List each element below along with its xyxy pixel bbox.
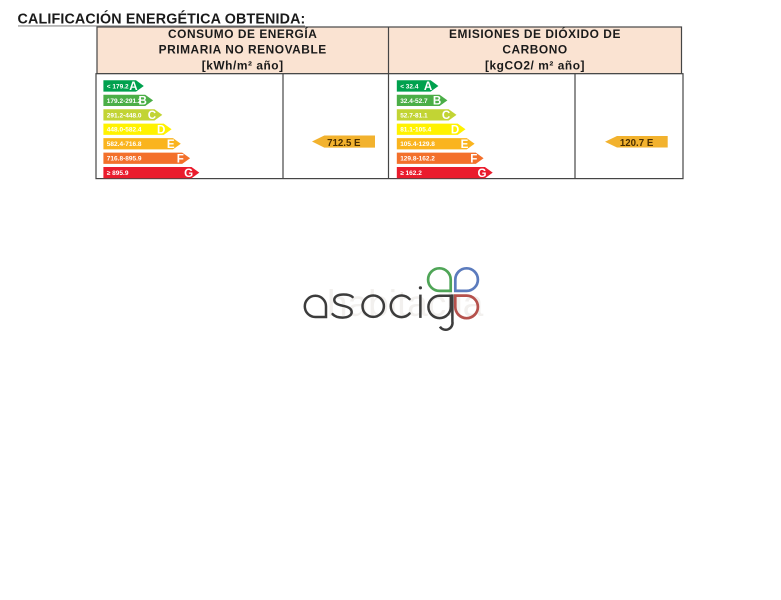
svg-text:712.5 E: 712.5 E	[327, 138, 361, 149]
svg-text:[kWh/m² año]: [kWh/m² año]	[202, 58, 284, 72]
svg-text:A: A	[424, 80, 433, 93]
svg-text:291.2-448.0: 291.2-448.0	[107, 112, 142, 119]
svg-text:448.0-582.4: 448.0-582.4	[107, 127, 142, 134]
svg-text:< 179.2: < 179.2	[107, 83, 129, 90]
svg-text:52.7-81.1: 52.7-81.1	[400, 112, 428, 119]
svg-text:CONSUMO DE ENERGÍA: CONSUMO DE ENERGÍA	[168, 26, 317, 41]
svg-text:F: F	[177, 153, 184, 166]
svg-text:B: B	[433, 95, 441, 108]
svg-text:105.4-129.8: 105.4-129.8	[400, 141, 435, 148]
svg-text:A: A	[129, 80, 138, 93]
svg-text:EMISIONES DE DIÓXIDO DE: EMISIONES DE DIÓXIDO DE	[449, 26, 621, 41]
svg-text:≥ 162.2: ≥ 162.2	[400, 170, 422, 177]
svg-text:C: C	[148, 109, 157, 122]
svg-text:D: D	[157, 124, 165, 137]
svg-text:D: D	[451, 124, 459, 137]
svg-text:582.4-716.8: 582.4-716.8	[107, 141, 142, 148]
svg-text:≥ 895.9: ≥ 895.9	[107, 170, 129, 177]
svg-text:CALIFICACIÓN ENERGÉTICA OBTENI: CALIFICACIÓN ENERGÉTICA OBTENIDA:	[18, 9, 306, 27]
svg-text:716.8-895.9: 716.8-895.9	[107, 156, 142, 163]
svg-text:B: B	[139, 95, 147, 108]
svg-text:E: E	[167, 138, 175, 151]
svg-text:129.8-162.2: 129.8-162.2	[400, 156, 435, 163]
svg-text:81.1-105.4: 81.1-105.4	[400, 127, 431, 134]
svg-text:C: C	[442, 109, 451, 122]
svg-text:< 32.4: < 32.4	[400, 83, 419, 90]
svg-text:120.7 E: 120.7 E	[620, 138, 654, 149]
svg-text:G: G	[477, 167, 486, 180]
svg-text:179.2-291.2: 179.2-291.2	[107, 98, 142, 105]
svg-text:G: G	[184, 167, 193, 180]
svg-text:E: E	[461, 138, 469, 151]
svg-text:[kgCO2/ m² año]: [kgCO2/ m² año]	[485, 58, 585, 72]
svg-text:CARBONO: CARBONO	[502, 43, 567, 57]
svg-text:32.4-52.7: 32.4-52.7	[400, 98, 428, 105]
svg-text:F: F	[470, 153, 477, 166]
svg-text:PRIMARIA NO RENOVABLE: PRIMARIA NO RENOVABLE	[159, 43, 327, 57]
